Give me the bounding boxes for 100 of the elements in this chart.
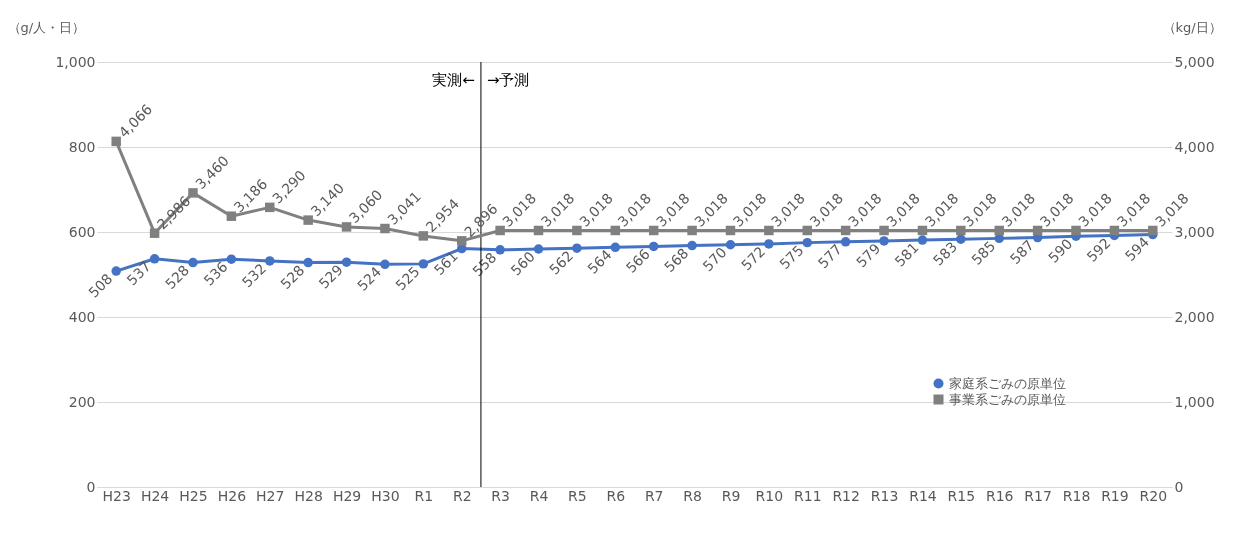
y2-tick-label: 2,000 xyxy=(1174,308,1215,325)
y-axis-title: （g/人・日） xyxy=(7,19,86,35)
point xyxy=(188,257,198,268)
legend-label: 家庭系ごみの原単位 xyxy=(949,375,1066,391)
y-tick-label: 400 xyxy=(68,308,96,325)
x-tick-label: R6 xyxy=(606,487,626,504)
point xyxy=(418,231,429,241)
point xyxy=(341,222,352,232)
point xyxy=(725,225,736,236)
point xyxy=(840,225,851,236)
point xyxy=(303,215,313,225)
point xyxy=(764,225,774,236)
point xyxy=(188,188,198,198)
data-label: 532 xyxy=(238,260,270,291)
x-tick-label: R18 xyxy=(1062,487,1091,504)
point xyxy=(802,225,813,236)
x-tick-label: R14 xyxy=(909,487,937,504)
point xyxy=(572,225,582,236)
legend-label: 事業系ごみの原単位 xyxy=(949,391,1066,407)
y-tick-label: 800 xyxy=(68,138,96,155)
data-label: 525 xyxy=(392,263,423,294)
data-label: 592 xyxy=(1083,234,1114,265)
x-tick-label: R13 xyxy=(870,487,899,504)
x-tick-label: R1 xyxy=(414,487,434,504)
point xyxy=(533,244,544,254)
point xyxy=(802,237,813,248)
x-tick-label: R16 xyxy=(985,487,1014,504)
point xyxy=(840,237,851,247)
x-tick-label: R4 xyxy=(529,487,549,504)
point xyxy=(572,243,582,253)
x-tick-label: R17 xyxy=(1024,487,1052,504)
data-label: 581 xyxy=(891,239,922,270)
x-tick-label: H24 xyxy=(140,487,170,504)
point xyxy=(648,225,659,236)
y2-tick-label: 4,000 xyxy=(1174,138,1215,155)
y-tick-label: 1,000 xyxy=(55,53,96,70)
x-tick-label: R9 xyxy=(721,487,741,504)
x-tick-label: R8 xyxy=(683,487,702,504)
point xyxy=(1032,225,1043,236)
x-tick-label: H29 xyxy=(332,487,362,504)
point xyxy=(226,254,237,264)
data-label: 561 xyxy=(430,247,462,279)
x-tick-label: R2 xyxy=(452,487,472,504)
y2-tick-label: 0 xyxy=(1174,478,1184,495)
point xyxy=(111,136,121,147)
point xyxy=(149,254,160,264)
data-label: 572 xyxy=(737,243,769,274)
point xyxy=(879,236,889,246)
annotation: →予測 xyxy=(486,71,530,89)
point xyxy=(226,211,237,221)
data-label: 558 xyxy=(469,249,500,280)
point xyxy=(1071,225,1081,236)
x-tick-label: R3 xyxy=(491,487,510,504)
point xyxy=(687,225,697,236)
x-tick-label: H25 xyxy=(179,487,208,504)
point xyxy=(533,225,544,236)
point xyxy=(495,245,505,255)
point xyxy=(648,241,659,252)
y-tick-label: 0 xyxy=(86,478,96,495)
point xyxy=(149,228,160,238)
annotation: 実測← xyxy=(432,71,475,89)
point xyxy=(917,235,928,245)
y-tick-label: 200 xyxy=(68,393,96,410)
point xyxy=(917,225,928,236)
point xyxy=(303,257,313,268)
point xyxy=(418,259,429,269)
point xyxy=(456,236,467,246)
point xyxy=(994,225,1004,236)
data-label: 579 xyxy=(853,240,884,271)
y-tick-label: 600 xyxy=(68,223,96,240)
point xyxy=(265,256,275,266)
y2-axis-title: （kg/日） xyxy=(1162,19,1222,35)
point xyxy=(111,266,121,276)
x-tick-label: R5 xyxy=(568,487,587,504)
point xyxy=(687,240,697,251)
point xyxy=(764,239,774,249)
x-tick-label: R10 xyxy=(755,487,784,504)
x-tick-label: R7 xyxy=(644,487,664,504)
point xyxy=(610,225,621,236)
x-tick-label: H26 xyxy=(217,487,247,504)
x-tick-label: R15 xyxy=(947,487,976,504)
point xyxy=(380,259,390,270)
x-tick-label: H30 xyxy=(371,487,400,504)
y2-tick-label: 5,000 xyxy=(1174,53,1215,70)
x-tick-label: R20 xyxy=(1139,487,1168,504)
y2-tick-label: 3,000 xyxy=(1174,223,1215,240)
point xyxy=(1148,225,1158,236)
point xyxy=(879,225,889,236)
point xyxy=(1109,225,1120,236)
point xyxy=(610,242,621,253)
x-tick-label: R19 xyxy=(1101,487,1129,504)
x-tick-label: H27 xyxy=(256,487,285,504)
data-label: 570 xyxy=(699,244,730,275)
point xyxy=(341,257,352,267)
x-tick-label: R11 xyxy=(793,487,822,504)
point xyxy=(725,240,736,250)
point xyxy=(956,225,966,236)
x-tick-label: R12 xyxy=(832,487,860,504)
point xyxy=(956,234,966,244)
point xyxy=(380,223,390,234)
